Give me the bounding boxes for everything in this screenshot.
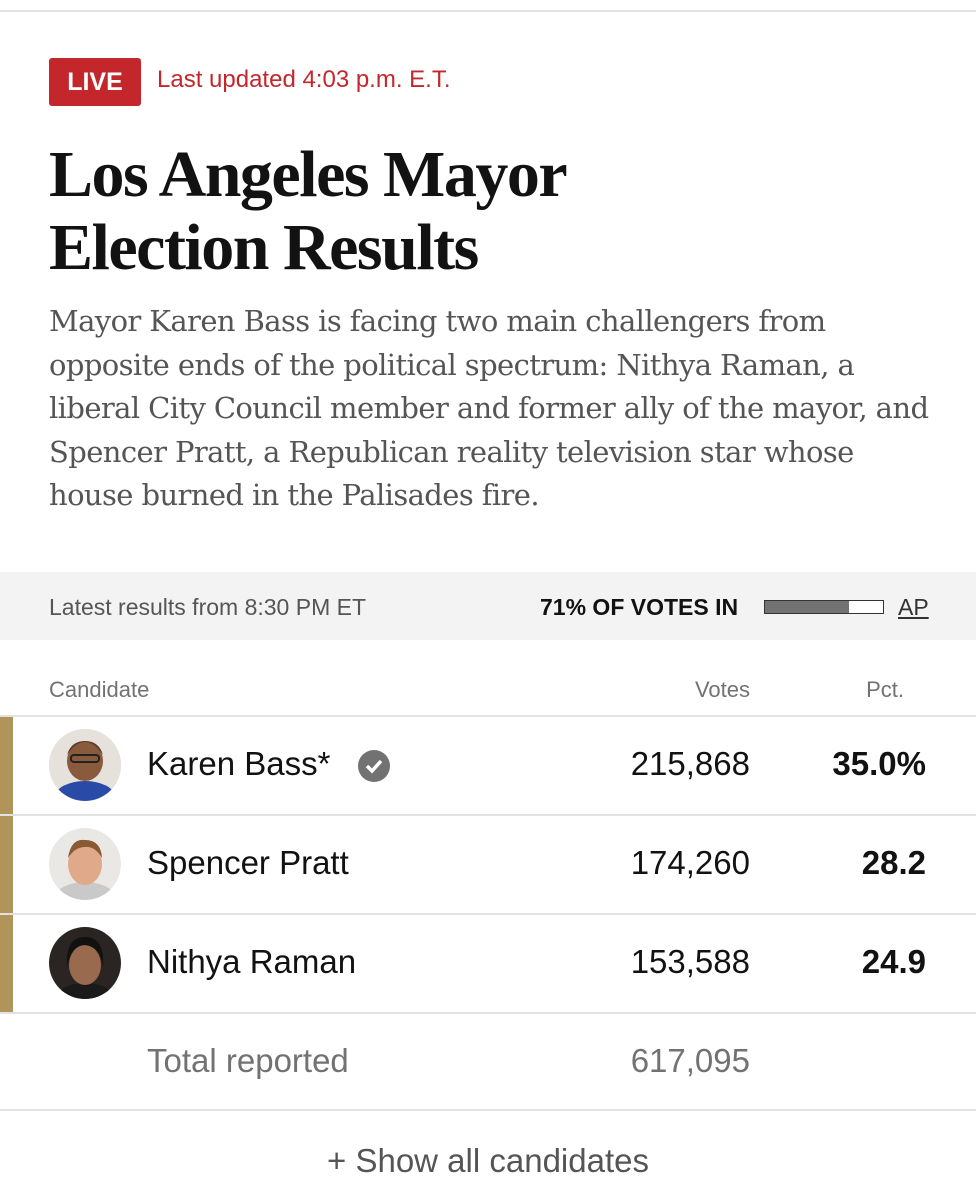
votes-in-label: 71% OF VOTES IN bbox=[540, 594, 739, 620]
portrait bbox=[49, 729, 121, 801]
candidate-photo bbox=[49, 828, 121, 900]
row-divider bbox=[0, 715, 976, 717]
latest-results: Latest results from 8:30 PM ET bbox=[49, 594, 367, 620]
leader-marker bbox=[0, 915, 13, 1012]
candidate-name: Spencer Pratt bbox=[147, 844, 349, 881]
total-label: Total reported bbox=[147, 1042, 349, 1079]
candidate-name: Karen Bass* bbox=[147, 745, 331, 782]
check-icon bbox=[365, 759, 383, 774]
row-divider bbox=[0, 814, 976, 816]
column-header: Candidate bbox=[49, 677, 150, 702]
leader-marker bbox=[0, 717, 13, 814]
vote-count: 153,588 bbox=[630, 943, 750, 980]
divider bbox=[0, 10, 976, 12]
vote-percent: 24.9 bbox=[861, 943, 926, 980]
title: Los Angeles Mayor Election Results bbox=[49, 138, 566, 284]
candidate-name: Nithya Raman bbox=[147, 943, 357, 980]
column-header: Pct. bbox=[866, 677, 904, 702]
updated-time: Last updated 4:03 p.m. E.T. bbox=[157, 66, 451, 93]
show-all-button[interactable]: + Show all candidates bbox=[327, 1142, 649, 1179]
portrait bbox=[49, 828, 121, 900]
leader-marker bbox=[0, 816, 13, 913]
row-divider bbox=[0, 1012, 976, 1014]
vote-percent: 28.2 bbox=[861, 844, 926, 881]
column-header: Votes bbox=[694, 677, 750, 702]
description: Mayor Karen Bass is facing two main chal… bbox=[49, 304, 929, 512]
vote-count: 215,868 bbox=[630, 745, 750, 782]
portrait bbox=[49, 927, 121, 999]
candidate-photo bbox=[49, 729, 121, 801]
row-divider bbox=[0, 913, 976, 915]
vote-count: 174,260 bbox=[630, 844, 750, 881]
progress-fill bbox=[765, 601, 849, 613]
row-divider bbox=[0, 1109, 976, 1111]
winner-check bbox=[358, 750, 390, 782]
progress-bar bbox=[764, 600, 884, 614]
total-votes: 617,095 bbox=[630, 1042, 750, 1079]
candidate-photo bbox=[49, 927, 121, 999]
source-link[interactable]: AP bbox=[898, 594, 929, 620]
vote-percent: 35.0% bbox=[832, 745, 926, 782]
live-badge: LIVE bbox=[49, 58, 141, 106]
